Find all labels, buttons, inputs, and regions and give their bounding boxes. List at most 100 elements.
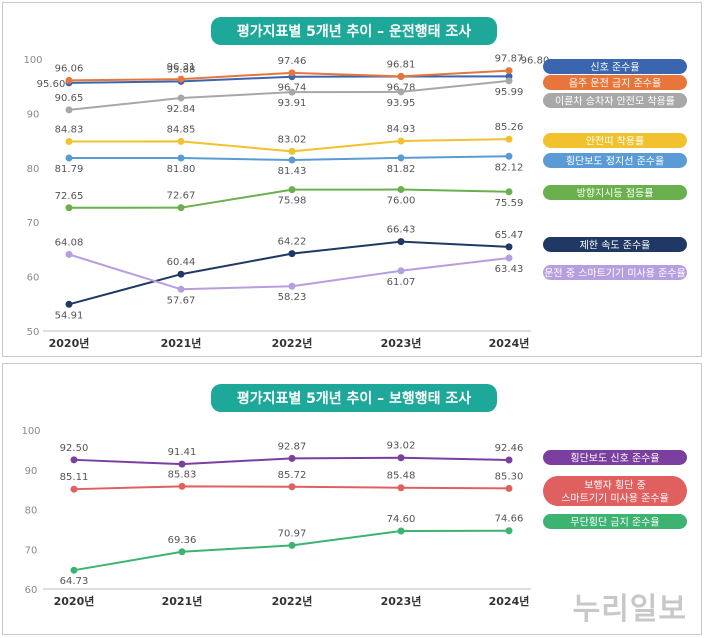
data-label: 81.79 [55, 164, 84, 175]
data-label: 63.43 [495, 264, 524, 275]
data-label: 93.91 [278, 98, 307, 109]
chart-title: 평가지표별 5개년 추이 – 운전행태 조사 [237, 23, 471, 40]
legend-label: 스마트기기 미사용 준수율 [561, 493, 669, 505]
data-label: 96.81 [387, 59, 416, 70]
x-tick-label: 2020년 [54, 594, 95, 608]
data-point [505, 243, 513, 251]
legend-pill [543, 476, 687, 506]
data-point [397, 154, 405, 162]
data-point [397, 267, 405, 275]
watermark-text: 누리일보 [572, 592, 687, 627]
data-label: 84.93 [387, 124, 416, 135]
data-label: 85.26 [495, 122, 524, 133]
data-point [65, 300, 73, 308]
data-point [177, 137, 185, 145]
data-point [178, 460, 186, 468]
data-label: 69.36 [168, 535, 197, 546]
chart-title: 평가지표별 5개년 추이 – 보행행태 조사 [237, 390, 471, 407]
data-point [178, 482, 186, 490]
x-tick-label: 2024년 [489, 336, 530, 350]
data-label: 96.06 [55, 63, 84, 74]
legend-label: 무단횡단 금지 준수율 [570, 517, 659, 529]
data-point [288, 88, 296, 96]
driving-behavior-chart: 평가지표별 5개년 추이 – 운전행태 조사 50 60 70 80 90 100 2020년… [23, 17, 687, 350]
data-point [177, 285, 185, 293]
data-point [65, 138, 73, 146]
legend-pill [543, 153, 687, 168]
legend-label: 제한 속도 준수율 [580, 240, 651, 252]
data-label: 92.46 [495, 443, 524, 454]
data-point [288, 186, 296, 194]
y-tick-label: 50 [27, 327, 40, 338]
x-tick-label: 2020년 [49, 336, 90, 350]
data-label: 66.43 [387, 225, 416, 236]
legend-pill [543, 265, 687, 280]
data-label: 70.97 [278, 528, 307, 539]
data-label: 97.87 [495, 54, 524, 65]
data-point [65, 106, 73, 114]
data-label: 93.95 [387, 98, 416, 109]
data-point [288, 454, 296, 462]
data-label: 75.98 [278, 196, 307, 207]
data-point [70, 456, 78, 464]
x-tick-label: 2021년 [162, 594, 203, 608]
data-label: 84.83 [55, 125, 84, 136]
data-label: 74.60 [387, 514, 416, 525]
data-point [177, 154, 185, 162]
y-tick-label: 80 [27, 164, 40, 175]
y-tick-label: 80 [25, 506, 38, 517]
data-label: 96.31 [167, 62, 196, 73]
data-point [505, 67, 513, 75]
legend-label: 음주 운전 금지 준수율 [569, 78, 661, 90]
y-tick-label: 90 [25, 466, 38, 477]
data-point [177, 270, 185, 278]
data-label: 82.12 [495, 162, 524, 173]
data-point [397, 484, 405, 492]
data-label: 83.02 [278, 134, 307, 145]
data-point [177, 204, 185, 212]
data-label: 95.88 [167, 64, 196, 75]
data-point [65, 76, 73, 84]
data-label: 61.07 [387, 277, 416, 288]
x-tick-label: 2024년 [489, 594, 530, 608]
data-point [288, 483, 296, 491]
data-point [65, 204, 73, 212]
data-label: 64.22 [278, 237, 307, 248]
data-point [397, 454, 405, 462]
data-point [70, 485, 78, 493]
pedestrian-behavior-chart-panel: 평가지표별 5개년 추이 – 보행행태 조사 60 70 80 90 100 2020년 20… [2, 363, 702, 635]
data-point [505, 135, 513, 143]
data-label: 92.87 [278, 441, 307, 452]
data-label: 72.67 [167, 191, 196, 202]
data-point [288, 69, 296, 77]
legend-pill [543, 93, 687, 108]
data-label: 75.59 [495, 198, 524, 209]
pedestrian-behavior-chart: 평가지표별 5개년 추이 – 보행행태 조사 60 70 80 90 100 2020년 20… [21, 384, 687, 608]
data-point [397, 238, 405, 246]
data-label: 81.82 [387, 164, 416, 175]
y-tick-label: 60 [25, 585, 38, 596]
data-point [288, 541, 296, 549]
data-label: 65.47 [495, 230, 524, 241]
data-point [505, 77, 513, 85]
data-label: 85.72 [278, 470, 307, 481]
legend-pill [543, 237, 687, 252]
data-point [65, 154, 73, 162]
legend-pill [543, 75, 687, 90]
data-label: 76.00 [387, 196, 416, 207]
x-tick-label: 2022년 [272, 336, 313, 350]
data-label: 72.65 [55, 191, 84, 202]
data-label: 58.23 [278, 292, 307, 303]
legend-label: 횡단보도 정지선 준수율 [566, 156, 664, 168]
data-label: 74.66 [495, 514, 524, 525]
data-label: 95.99 [495, 87, 524, 98]
data-point [177, 94, 185, 102]
data-point [397, 186, 405, 194]
data-label: 64.73 [60, 576, 89, 587]
data-label: 96.74 [278, 83, 307, 94]
data-label: 92.84 [167, 104, 196, 115]
x-tick-label: 2021년 [161, 336, 202, 350]
data-point [505, 456, 513, 464]
y-tick-label: 70 [27, 218, 40, 229]
data-label: 81.43 [278, 166, 307, 177]
